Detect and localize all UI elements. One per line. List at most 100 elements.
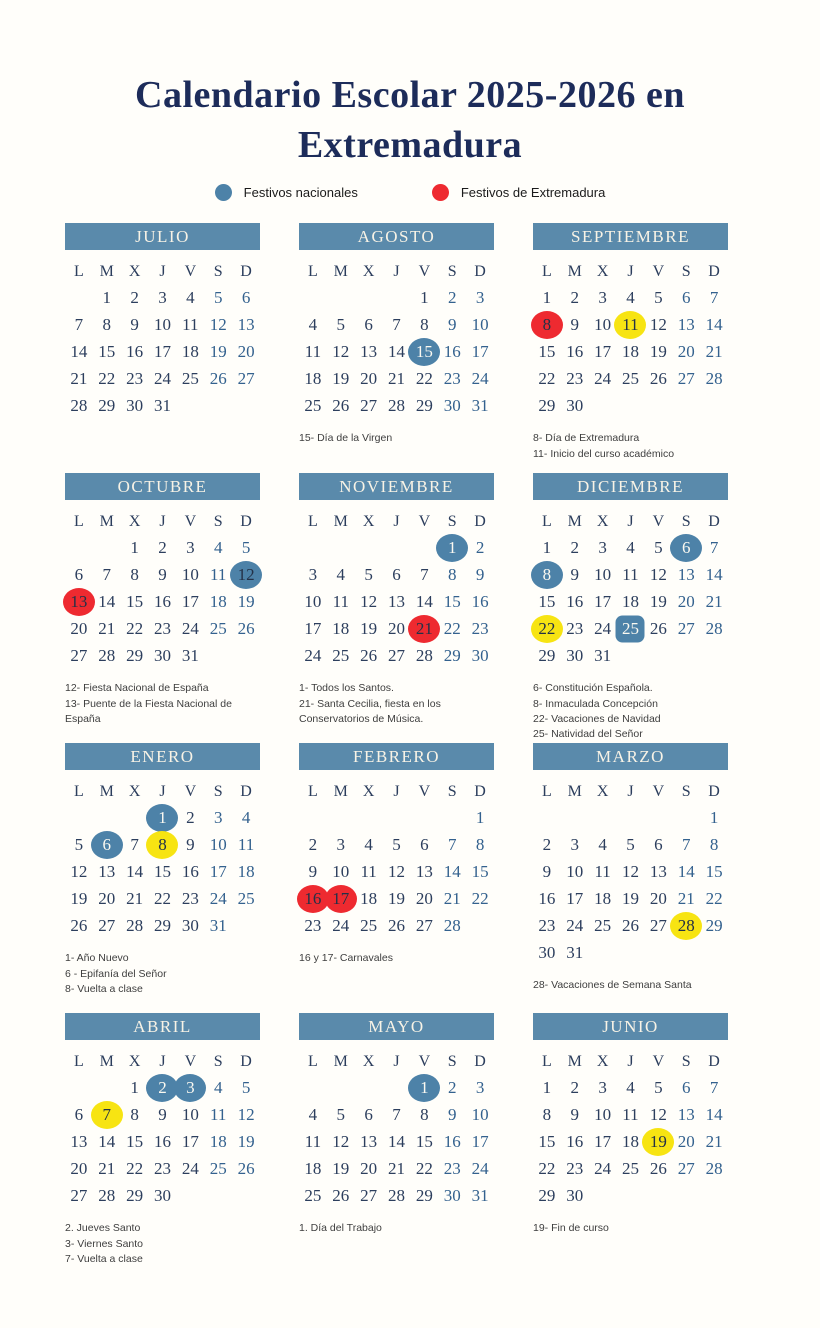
weekday-label: D <box>240 513 252 531</box>
date-cell: 8 <box>121 561 149 588</box>
date-cell: 7 <box>672 831 700 858</box>
date-cell: 20 <box>232 338 260 365</box>
date-cell: 6 <box>410 831 438 858</box>
date-number: 14 <box>415 591 433 611</box>
date-cell: 18 <box>617 588 645 615</box>
date-cell: 26 <box>644 615 672 642</box>
weekday-label: S <box>447 263 457 281</box>
date-number: 29 <box>126 645 144 665</box>
date-number: 29 <box>98 395 116 415</box>
note-line: 1. Día del Trabajo <box>299 1222 382 1235</box>
date-cell: 25 <box>204 615 232 642</box>
date-number: 18 <box>332 618 350 638</box>
date-number: 6 <box>681 1077 691 1097</box>
date-number: 11 <box>182 314 199 334</box>
date-number: 29 <box>538 395 556 415</box>
date-number: 28 <box>677 915 695 935</box>
date-cell: 4 <box>327 561 355 588</box>
date-number: 2 <box>158 1077 167 1097</box>
weekday-label: D <box>240 783 252 801</box>
weekday-label: X <box>362 263 375 281</box>
date-number: 23 <box>566 368 584 388</box>
date-number: 3 <box>186 537 195 557</box>
date-cell: 11 <box>204 561 232 588</box>
date-number: 29 <box>126 1185 144 1205</box>
date-number: 23 <box>153 618 171 638</box>
date-number: 2 <box>542 834 552 854</box>
date-number: 8 <box>709 834 719 854</box>
date-number: 22 <box>415 368 433 388</box>
date-cell: 24 <box>204 885 232 912</box>
date-number: 20 <box>677 341 695 361</box>
date-number: 18 <box>621 341 639 361</box>
weekday-label: J <box>393 263 400 281</box>
date-cell: 26 <box>232 1155 260 1182</box>
weekday-label: X <box>128 783 141 801</box>
date-cell: 24 <box>561 912 589 939</box>
date-cell: 25 <box>327 642 355 669</box>
date-number: 17 <box>471 341 489 361</box>
date-number: 11 <box>594 861 611 881</box>
date-number: 23 <box>126 368 144 388</box>
date-cell: 24 <box>589 365 617 392</box>
month-header: ABRIL <box>65 1013 260 1041</box>
weekday-label: J <box>159 513 166 531</box>
date-cell: 11 <box>299 1128 327 1155</box>
month-notes: 19- Fin de curso <box>533 1221 728 1236</box>
date-number: 8 <box>420 1104 429 1124</box>
date-cell: 7 <box>700 534 728 561</box>
date-number: 3 <box>475 1077 485 1097</box>
date-number: 6 <box>74 1104 84 1124</box>
empty-cell <box>327 284 355 311</box>
date-cell: 14 <box>65 338 93 365</box>
weekday-label: M <box>567 263 582 281</box>
date-cell: 30 <box>561 1182 589 1209</box>
date-cell: 4 <box>204 1074 232 1101</box>
month-notes: 6- Constitución Española. 8- Inmaculada C… <box>533 681 728 742</box>
date-cell: 6 <box>65 1101 93 1128</box>
date-number: 18 <box>594 888 612 908</box>
date-cell: 9 <box>561 1101 589 1128</box>
date-number: 7 <box>681 834 691 854</box>
date-number: 15 <box>126 1131 144 1151</box>
date-number: 17 <box>181 591 199 611</box>
date-number: 26 <box>649 1158 667 1178</box>
note-line: 12- Fiesta Nacional de España <box>65 682 209 695</box>
date-cell: 12 <box>65 858 93 885</box>
date-cell: 27 <box>65 642 93 669</box>
date-cell: 2 <box>561 534 589 561</box>
date-cell: 9 <box>149 1101 177 1128</box>
date-number: 9 <box>475 564 485 584</box>
date-number: 25 <box>332 645 350 665</box>
month-card: MAYO L M X J V S D 1 2 3 4 5 6 7 8 9 10 11 12 13 14 15 16 17 18 19… <box>299 1013 494 1236</box>
date-cell: 11 <box>176 311 204 338</box>
date-cell: 5 <box>65 831 93 858</box>
date-cell: 26 <box>383 912 411 939</box>
empty-cell <box>327 1074 355 1101</box>
date-number: 7 <box>709 287 719 307</box>
date-cell: 29 <box>410 1182 438 1209</box>
date-cell: 28 <box>383 1182 411 1209</box>
date-cell: 29 <box>93 392 121 419</box>
date-cell: 6 <box>672 1074 700 1101</box>
date-number: 2 <box>186 807 195 827</box>
date-number: 27 <box>649 915 667 935</box>
date-cell: 14 <box>700 1101 728 1128</box>
date-cell: 19 <box>327 1155 355 1182</box>
empty-cell <box>383 804 411 831</box>
date-cell: 20 <box>672 1128 700 1155</box>
month-notes: 12- Fiesta Nacional de España 13- Puente … <box>65 681 260 727</box>
date-number: 4 <box>626 1077 635 1097</box>
date-cell: 22 <box>533 1155 561 1182</box>
date-number: 11 <box>304 1131 322 1151</box>
date-number: 1 <box>542 537 552 557</box>
date-number: 1 <box>158 807 167 827</box>
date-cell: 15 <box>121 1128 149 1155</box>
date-cell: 10 <box>561 858 589 885</box>
date-cell: 7 <box>93 561 121 588</box>
date-cell: 9 <box>438 1101 466 1128</box>
date-number: 30 <box>181 915 199 935</box>
date-cell: 4 <box>355 831 383 858</box>
date-cell: 14 <box>700 561 728 588</box>
date-cell: 23 <box>466 615 494 642</box>
